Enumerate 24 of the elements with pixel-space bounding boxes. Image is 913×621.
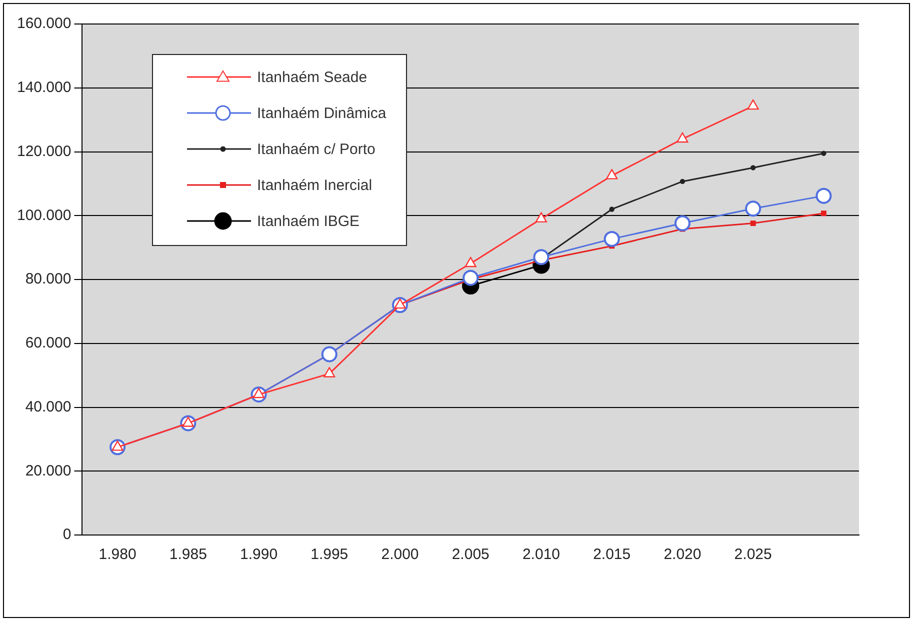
x-tick-label: 2.025	[734, 546, 772, 564]
x-tick-label: 1.985	[169, 546, 207, 564]
y-tick-label: 140.000	[16, 79, 72, 96]
x-tick-label: 1.990	[240, 546, 278, 564]
y-tick-label: 100.000	[16, 206, 72, 224]
legend-label: Itanhaém Dinâmica	[257, 104, 386, 122]
y-tick-label: 40.000	[25, 398, 72, 416]
x-tick-label: 2.000	[381, 546, 419, 564]
x-tick-label: 1.980	[98, 546, 136, 564]
y-tick-label: 160.000	[16, 15, 72, 32]
legend-label: Itanhaém Seade	[257, 68, 368, 86]
x-tick-label: 2.015	[593, 546, 631, 564]
x-tick-label: 2.020	[664, 546, 702, 564]
x-tick-label: 2.010	[522, 546, 560, 564]
x-tick-label: 2.005	[452, 546, 490, 564]
y-tick-label: 120.000	[16, 142, 72, 160]
y-tick-label: 60.000	[25, 334, 72, 352]
y-tick-label: 80.000	[25, 270, 72, 288]
y-tick-label: 20.000	[25, 462, 72, 480]
y-tick-label: 0	[62, 526, 72, 544]
legend-label: Itanhaém c/ Porto	[257, 140, 376, 158]
legend-label: Itanhaém Inercial	[257, 176, 372, 194]
x-tick-label: 1.995	[310, 546, 348, 564]
legend-label: Itanhaém IBGE	[257, 212, 360, 230]
